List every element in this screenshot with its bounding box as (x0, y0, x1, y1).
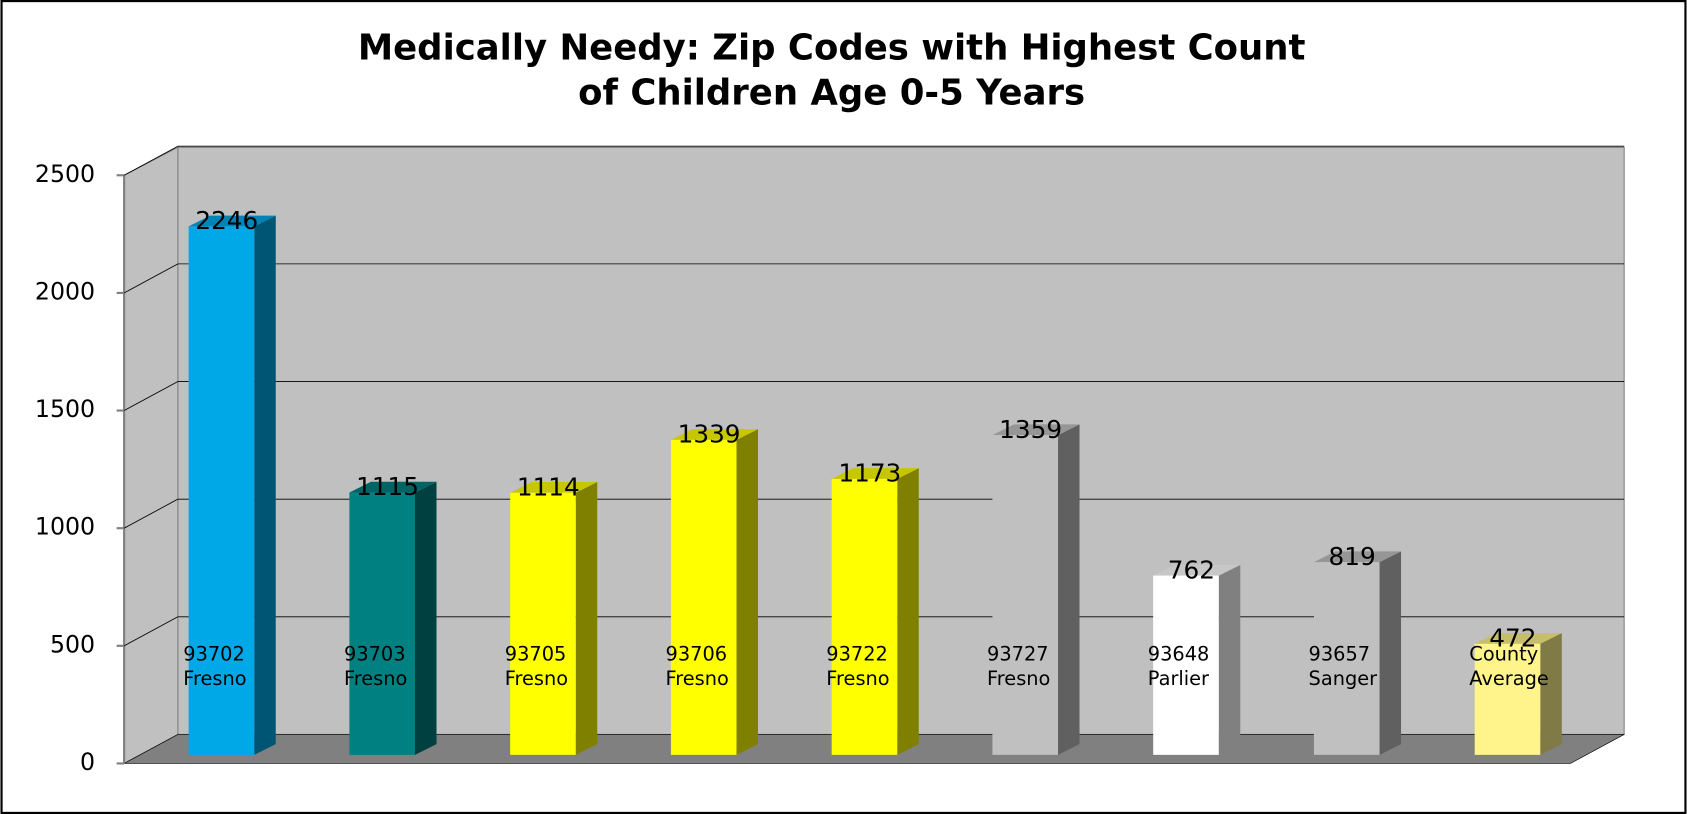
bar (670, 439, 737, 755)
value-label: 1114 (517, 472, 580, 501)
category-label: Fresno (344, 667, 407, 690)
value-label: 819 (1329, 542, 1376, 571)
category-label: 93705 (505, 642, 567, 665)
chart-title: of Children Age 0-5 Years (578, 73, 1085, 114)
y-tick-label: 0 (80, 748, 95, 776)
category-label: Fresno (183, 667, 246, 690)
y-tick-label: 1000 (35, 513, 95, 541)
grid-line (123, 616, 179, 647)
category-label: 93706 (666, 642, 728, 665)
category-label: Parlier (1148, 667, 1209, 690)
value-label: 1359 (999, 415, 1062, 444)
bar-side (1540, 633, 1562, 755)
bar-side (254, 215, 276, 755)
bar (1474, 643, 1541, 755)
value-label: 472 (1489, 624, 1536, 653)
category-label: Average (1469, 667, 1548, 690)
bar (188, 226, 255, 755)
bar-top (992, 424, 1080, 436)
grid-line (123, 145, 179, 176)
bar-top (510, 482, 598, 493)
bar-side (1058, 424, 1080, 755)
bar-top (188, 215, 276, 227)
bar (510, 492, 576, 755)
bar-side (897, 468, 919, 755)
value-label: 1339 (678, 420, 741, 449)
bar-top (1313, 551, 1402, 563)
category-label: County (1469, 642, 1538, 665)
bar-side (736, 429, 759, 755)
y-tick-label: 2500 (35, 160, 95, 188)
value-label: 1115 (356, 472, 419, 501)
category-label: 93727 (987, 642, 1049, 665)
chart-title: Medically Needy: Zip Codes with Highest … (358, 27, 1306, 68)
category-label: Fresno (987, 667, 1050, 690)
y-tick-label: 2000 (35, 277, 95, 305)
bar (831, 478, 898, 755)
side-wall (123, 146, 179, 765)
bar-top (349, 481, 437, 493)
category-label: Fresno (505, 667, 568, 690)
bar-top (1474, 633, 1562, 644)
bar (349, 492, 415, 755)
value-label: 1173 (838, 459, 901, 488)
category-label: 93657 (1309, 642, 1371, 665)
category-label: Sanger (1309, 667, 1378, 690)
bar-top (1153, 564, 1241, 576)
bar-top (831, 468, 919, 479)
bar (992, 435, 1059, 755)
bar-side (1379, 551, 1402, 755)
category-label: 93648 (1148, 642, 1210, 665)
category-label: Fresno (666, 667, 729, 690)
value-label: 762 (1168, 555, 1215, 584)
y-tick-label: 500 (50, 630, 95, 658)
grid-line (123, 263, 179, 294)
category-label: 93702 (183, 642, 245, 665)
value-label: 2246 (195, 206, 258, 235)
bar-side (575, 482, 598, 755)
category-label: Fresno (826, 667, 889, 690)
bar (1313, 562, 1380, 755)
category-label: 93703 (344, 642, 406, 665)
bar-side (414, 481, 437, 755)
bar-side (1218, 564, 1241, 755)
category-label: 93722 (826, 642, 888, 665)
bar-top (670, 429, 759, 440)
y-tick-label: 1500 (35, 395, 95, 423)
bar (1153, 575, 1219, 755)
grid-line (123, 498, 179, 529)
grid-line (123, 381, 179, 411)
